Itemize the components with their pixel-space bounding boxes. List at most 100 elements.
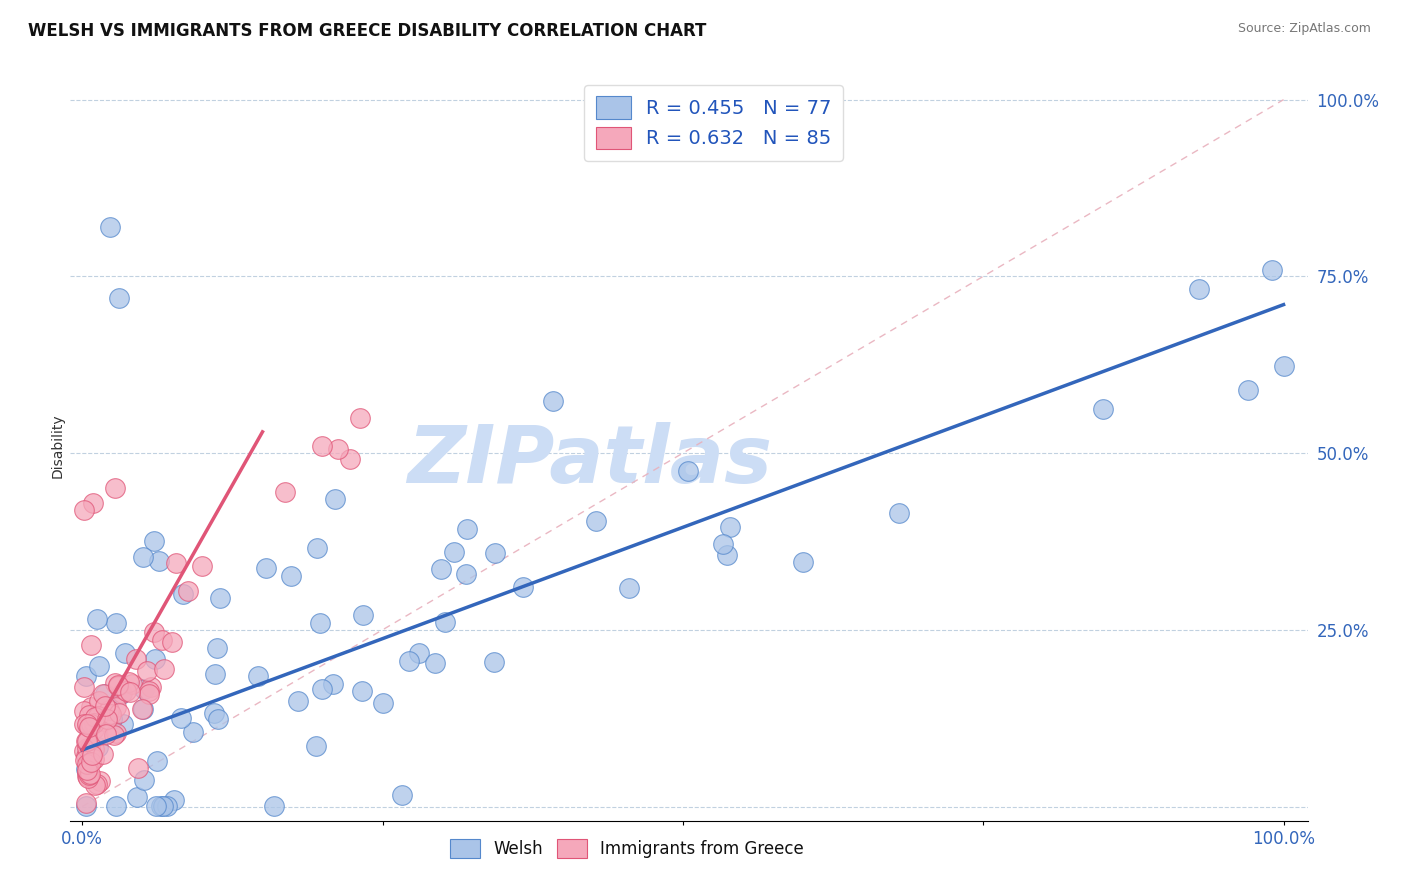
Point	[76, 734, 98, 748]
Point	[254, 561, 277, 575]
Point	[541, 394, 564, 409]
Legend: Welsh, Immigrants from Greece: Welsh, Immigrants from Greece	[444, 832, 810, 864]
Point	[408, 646, 430, 660]
Point	[91, 747, 114, 761]
Point	[82, 495, 104, 509]
Point	[83, 722, 105, 736]
Point	[118, 675, 141, 690]
Point	[145, 798, 167, 813]
Point	[889, 506, 911, 520]
Point	[148, 554, 170, 568]
Point	[207, 712, 229, 726]
Point	[76, 764, 98, 778]
Point	[274, 485, 297, 500]
Point	[96, 712, 118, 726]
Point	[100, 706, 122, 721]
Point	[132, 681, 155, 696]
Point	[111, 686, 134, 700]
Point	[280, 569, 302, 583]
Point	[83, 752, 105, 766]
Point	[146, 754, 169, 768]
Point	[207, 641, 229, 656]
Point	[143, 624, 166, 639]
Point	[77, 768, 100, 782]
Text: Source: ZipAtlas.com: Source: ZipAtlas.com	[1237, 22, 1371, 36]
Point	[152, 632, 174, 647]
Point	[87, 708, 110, 723]
Point	[77, 707, 100, 722]
Point	[456, 522, 478, 536]
Point	[1236, 384, 1258, 398]
Point	[94, 687, 117, 701]
Point	[143, 533, 166, 548]
Point	[163, 792, 186, 806]
Point	[352, 608, 374, 623]
Point	[309, 616, 332, 631]
Point	[484, 546, 506, 560]
Point	[311, 682, 333, 697]
Point	[204, 667, 226, 681]
Point	[73, 753, 96, 767]
Point	[125, 789, 148, 804]
Point	[371, 696, 394, 710]
Point	[79, 719, 101, 733]
Point	[132, 549, 155, 564]
Point	[80, 716, 103, 731]
Point	[433, 615, 456, 630]
Point	[76, 765, 98, 780]
Point	[162, 635, 184, 649]
Point	[79, 740, 101, 755]
Point	[91, 687, 114, 701]
Point	[93, 714, 115, 728]
Point	[454, 567, 477, 582]
Point	[76, 756, 98, 771]
Point	[104, 700, 127, 714]
Point	[678, 464, 700, 478]
Point	[76, 771, 98, 785]
Point	[89, 774, 111, 789]
Point	[170, 711, 193, 725]
Point	[139, 680, 162, 694]
Point	[423, 656, 446, 670]
Point	[1188, 282, 1211, 296]
Point	[72, 502, 94, 516]
Point	[103, 675, 125, 690]
Point	[94, 698, 117, 713]
Point	[84, 778, 107, 792]
Point	[792, 554, 814, 568]
Point	[104, 615, 127, 630]
Point	[339, 451, 361, 466]
Point	[104, 798, 127, 813]
Point	[107, 678, 129, 692]
Point	[152, 798, 174, 813]
Point	[322, 677, 344, 691]
Point	[108, 291, 131, 305]
Point	[398, 655, 420, 669]
Point	[80, 748, 103, 763]
Point	[204, 706, 226, 721]
Point	[114, 683, 136, 698]
Point	[125, 652, 148, 666]
Point	[263, 798, 285, 813]
Point	[75, 668, 97, 682]
Point	[121, 677, 143, 691]
Point	[131, 701, 153, 715]
Point	[352, 684, 374, 698]
Text: WELSH VS IMMIGRANTS FROM GREECE DISABILITY CORRELATION CHART: WELSH VS IMMIGRANTS FROM GREECE DISABILI…	[28, 22, 706, 40]
Point	[75, 749, 97, 764]
Point	[443, 545, 465, 559]
Point	[143, 652, 166, 666]
Point	[191, 558, 214, 573]
Point	[716, 549, 738, 563]
Point	[76, 719, 98, 733]
Point	[73, 744, 96, 758]
Text: ZIPatlas: ZIPatlas	[408, 422, 772, 500]
Point	[76, 717, 98, 731]
Point	[80, 746, 103, 760]
Point	[1092, 401, 1115, 416]
Point	[132, 772, 155, 787]
Point	[83, 742, 105, 756]
Point	[79, 720, 101, 734]
Point	[98, 219, 121, 234]
Point	[104, 726, 127, 740]
